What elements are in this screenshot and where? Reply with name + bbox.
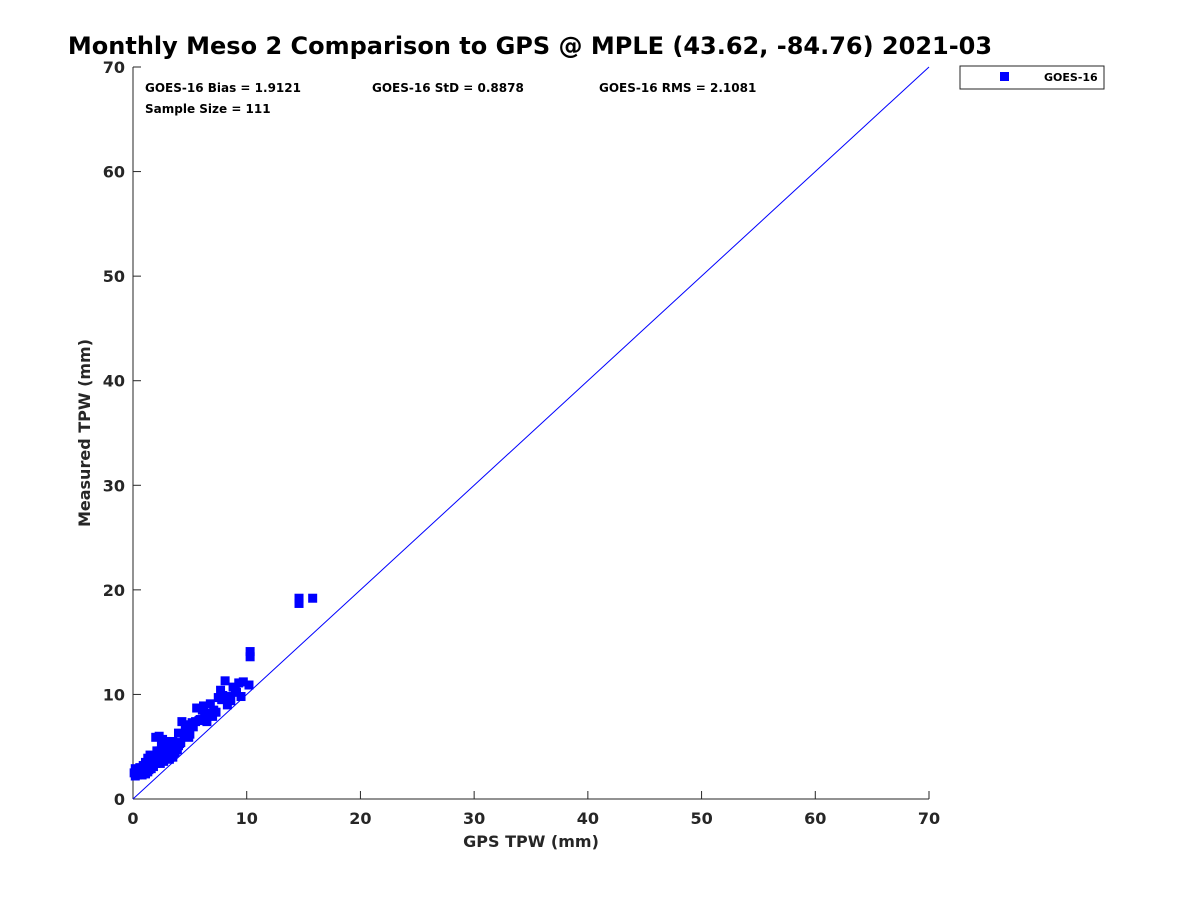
data-point — [155, 758, 165, 768]
x-tick-label: 0 — [127, 809, 138, 828]
data-point — [245, 647, 255, 657]
data-point — [194, 716, 204, 726]
x-tick-label: 20 — [349, 809, 371, 828]
data-point — [211, 707, 221, 717]
data-point — [192, 703, 202, 713]
legend-marker-square — [1000, 72, 1009, 81]
data-point — [200, 713, 210, 723]
data-point — [216, 685, 226, 695]
y-tick-label: 0 — [114, 790, 125, 809]
x-axis-label: GPS TPW (mm) — [463, 832, 599, 851]
y-tick-label: 20 — [103, 581, 125, 600]
data-point — [162, 736, 172, 746]
data-point — [220, 676, 230, 686]
data-point — [206, 708, 216, 718]
y-tick-label: 60 — [103, 163, 125, 182]
data-point — [177, 717, 187, 727]
legend-box — [959, 65, 1105, 90]
data-point — [145, 750, 155, 760]
data-point — [169, 748, 179, 758]
one-to-one-line — [132, 66, 930, 800]
data-point — [143, 767, 153, 777]
y-tick-label: 40 — [103, 372, 125, 391]
data-point — [217, 695, 227, 705]
data-point — [236, 692, 246, 702]
std-stat: GOES-16 StD = 0.8878 — [372, 81, 524, 95]
data-point — [158, 734, 168, 744]
data-point — [179, 731, 189, 741]
x-tick-label: 70 — [918, 809, 940, 828]
x-tick-label: 30 — [463, 809, 485, 828]
y-axis-label: Measured TPW (mm) — [75, 339, 94, 527]
data-point — [205, 699, 215, 709]
x-tick-label: 40 — [577, 809, 599, 828]
y-tick-label: 70 — [103, 58, 125, 77]
x-tick-label: 60 — [804, 809, 826, 828]
axes: 0 10 20 30 40 50 60 70 0 10 20 30 40 50 60 70 — [103, 58, 940, 828]
data-point — [294, 593, 304, 603]
y-tick-label: 30 — [103, 476, 125, 495]
legend: GOES-16 — [959, 65, 1105, 90]
legend-label-goes16: GOES-16 — [1044, 71, 1098, 84]
x-tick-label: 10 — [236, 809, 258, 828]
data-point — [153, 753, 163, 763]
data-point — [226, 696, 236, 706]
data-point — [238, 677, 248, 687]
rms-stat: GOES-16 RMS = 2.1081 — [599, 81, 756, 95]
data-point — [160, 752, 170, 762]
data-point — [230, 684, 240, 694]
data-point — [234, 678, 244, 688]
data-point — [173, 728, 183, 738]
chart-title: Monthly Meso 2 Comparison to GPS @ MPLE … — [68, 32, 992, 60]
data-point — [168, 736, 178, 746]
data-point — [294, 598, 304, 608]
data-point — [308, 593, 318, 603]
reference-line-layer — [132, 66, 930, 800]
bias-stat: GOES-16 Bias = 1.9121 — [145, 81, 301, 95]
y-tick-label: 10 — [103, 685, 125, 704]
data-point — [245, 652, 255, 662]
data-point — [180, 723, 190, 733]
sample-size-stat: Sample Size = 111 — [145, 102, 271, 116]
x-tick-label: 50 — [690, 809, 712, 828]
data-points-layer — [129, 593, 318, 781]
data-point — [131, 765, 141, 775]
data-point — [152, 746, 162, 756]
data-point — [148, 755, 158, 765]
y-tick-label: 50 — [103, 267, 125, 286]
data-point — [199, 701, 209, 711]
data-point — [144, 758, 154, 768]
data-point — [244, 680, 254, 690]
data-point — [163, 743, 173, 753]
data-point — [188, 722, 198, 732]
data-point — [184, 732, 194, 742]
data-point — [175, 739, 185, 749]
